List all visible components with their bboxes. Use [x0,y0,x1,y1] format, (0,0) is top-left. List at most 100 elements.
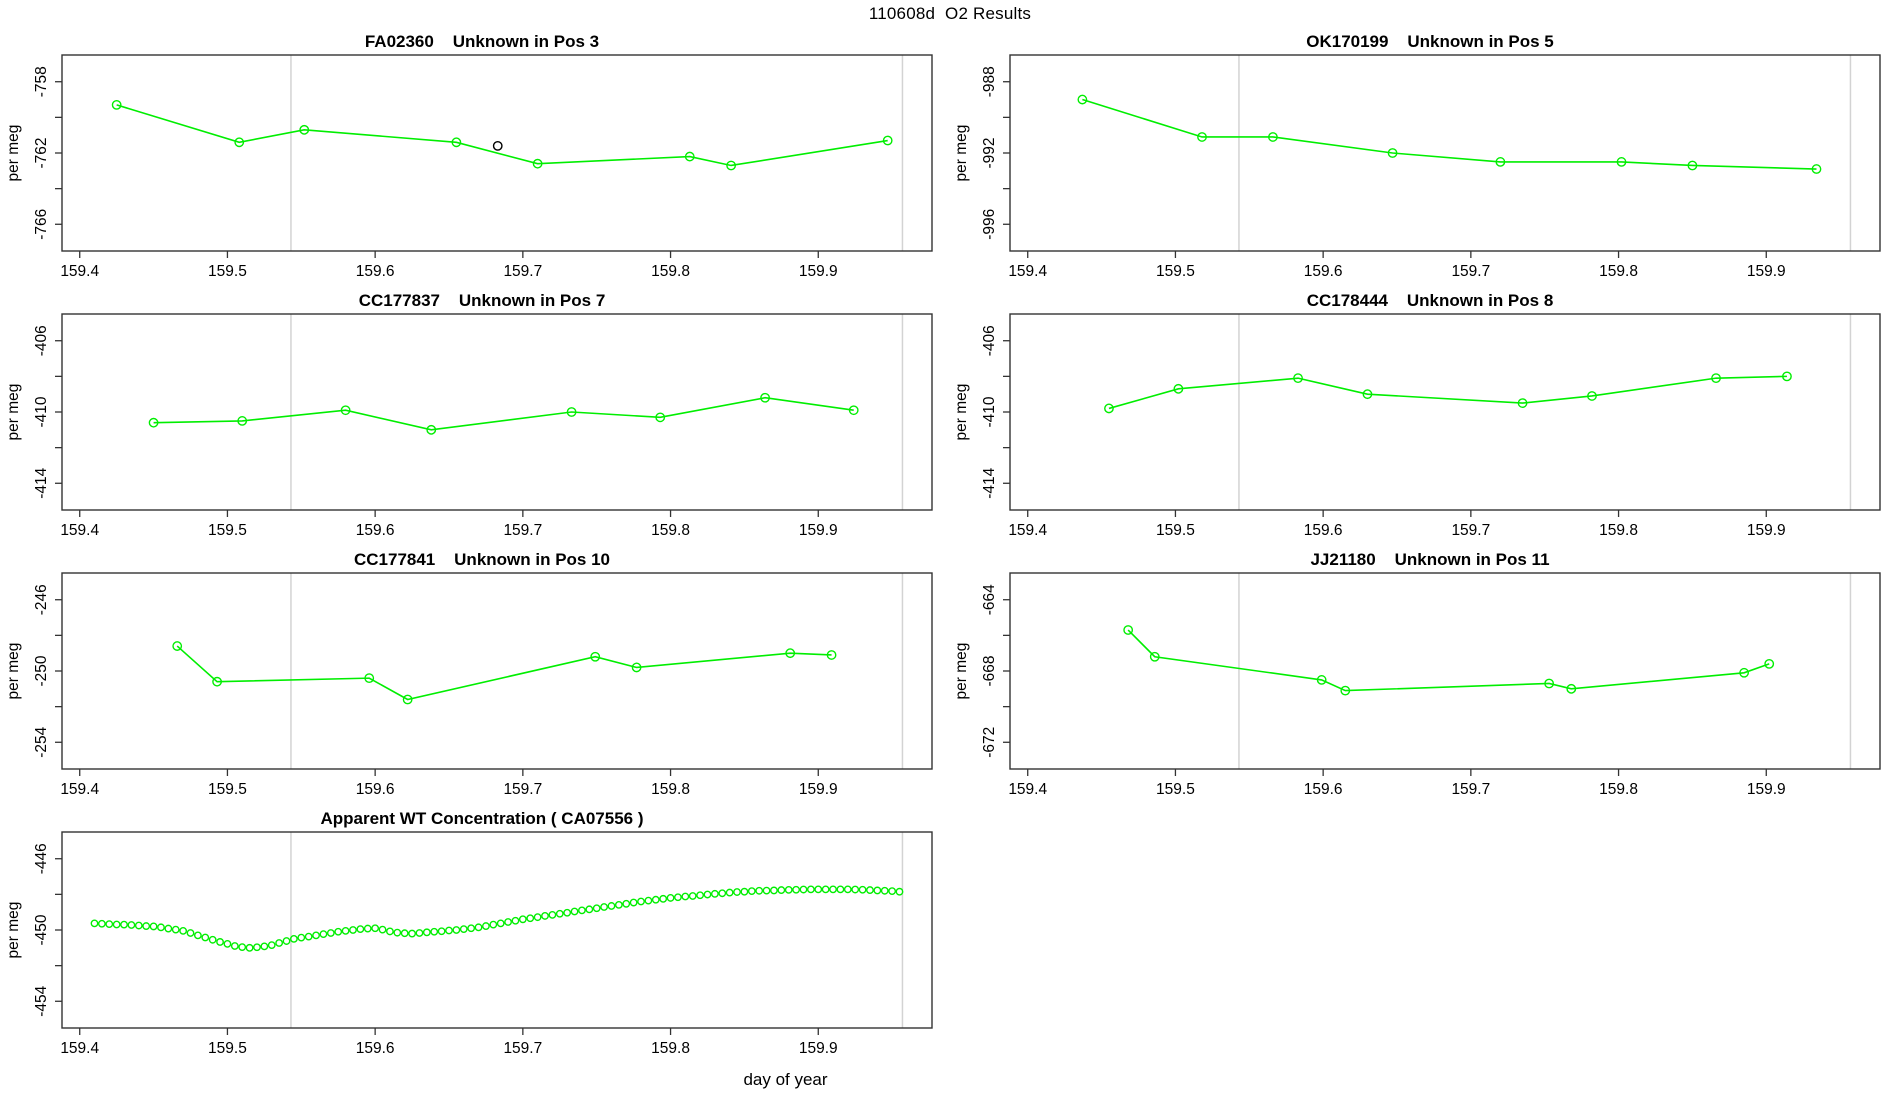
data-point [97,919,106,928]
x-tick-label: 159.7 [1451,263,1490,280]
y-tick-label: -410 [981,396,998,427]
x-tick-label: 159.6 [356,1040,395,1057]
x-tick-label: 159.8 [651,522,690,539]
data-point [340,405,351,416]
outlier-point [492,140,503,151]
data-point [349,926,357,934]
y-tick-label: -414 [981,467,998,498]
data-point [1764,658,1775,669]
series-line [153,396,854,431]
x-tick-label: 159.8 [651,263,690,280]
data-point [666,894,675,902]
data-point [1711,373,1721,384]
data-point [334,927,343,936]
y-axis-label: per meg [5,643,22,700]
x-tick-label: 159.6 [356,522,395,539]
x-tick-label: 159.9 [799,781,838,798]
y-tick-label: -988 [981,66,998,97]
data-point [149,922,158,931]
data-point [267,941,276,950]
data-point [851,885,860,894]
y-tick-label: -762 [33,137,50,168]
data-point [848,405,859,416]
data-point [1782,371,1792,382]
data-point [614,900,623,909]
data-point [120,920,128,929]
y-tick-label: -406 [981,325,998,356]
data-point [1739,667,1750,678]
data-point [674,893,682,902]
x-tick-label: 159.7 [503,522,542,539]
x-tick-label: 159.7 [503,263,542,280]
data-point [725,888,734,897]
chart-panel-JJ21180: JJ21180 Unknown in Pos 11 159.4 159.5 159.6… [950,550,1895,808]
data-point [607,902,616,910]
chart-panel-FA02360: FA02360 Unknown in Pos 3 159.4 159.5 159.6 1… [2,32,947,290]
data-point [437,927,446,936]
data-point [489,920,498,929]
x-tick-label: 159.6 [1304,263,1343,280]
data-point [223,939,232,948]
chart-panel-CC177841: CC177841 Unknown in Pos 10 159.4 159.5 159.… [2,550,947,808]
x-tick-label: 159.5 [208,522,247,539]
data-point [230,942,239,950]
data-point [1123,625,1134,635]
data-point [400,929,409,938]
data-point [326,929,335,937]
data-point [1268,132,1278,142]
data-point [829,885,837,894]
data-point [762,886,771,895]
data-point [1173,383,1184,394]
data-point [474,923,483,932]
chart-canvas: 159.4 159.5 159.6 159.7 159.8 159.9 -758 -762 -7… [5,54,933,280]
x-tick-label: 159.9 [799,263,838,280]
data-point [445,926,453,935]
chart-title: CC177841 Unknown in Pos 10 [353,550,611,569]
x-tick-label: 159.7 [1451,781,1490,798]
y-tick-label: -996 [981,209,998,240]
x-tick-label: 159.7 [503,781,542,798]
data-point [703,890,712,899]
data-point [1340,685,1351,696]
data-point [164,924,173,933]
x-tick-label: 159.5 [208,781,247,798]
data-point [826,650,837,660]
y-tick-label: -672 [981,727,998,758]
data-point [1587,391,1597,401]
data-point [631,662,642,673]
chart-title: OK170199 Unknown in Pos 5 [1306,32,1554,51]
data-point [836,885,845,894]
series-line [1127,629,1770,692]
x-tick-label: 159.8 [651,781,690,798]
y-axis-label: per meg [953,125,970,182]
data-point [518,915,527,924]
y-tick-label: -668 [981,655,998,686]
data-point [234,137,245,148]
data-point [806,885,815,894]
data-point [740,887,749,896]
data-point [590,651,601,662]
chart-title: CC177837 Unknown in Pos 7 [358,291,606,310]
x-tick-label: 159.5 [1156,263,1195,280]
data-point [201,933,210,942]
data-point [304,932,313,941]
x-tick-label: 159.5 [1156,781,1195,798]
y-axis-label: per meg [953,384,970,441]
data-point [1362,389,1373,400]
data-point [821,885,830,894]
data-point [186,929,195,937]
series-line [1082,98,1817,170]
y-tick-label: -246 [33,584,50,615]
x-tick-label: 159.4 [60,263,99,280]
data-point [148,417,159,428]
x-tick-label: 159.8 [651,1040,690,1057]
data-point [282,937,291,945]
data-point [688,892,697,900]
data-point [585,905,594,914]
data-point [866,886,874,894]
x-tick-label: 159.5 [208,263,247,280]
series-line [176,645,832,701]
data-point [312,931,320,940]
data-point [555,909,564,918]
data-point [777,886,786,894]
